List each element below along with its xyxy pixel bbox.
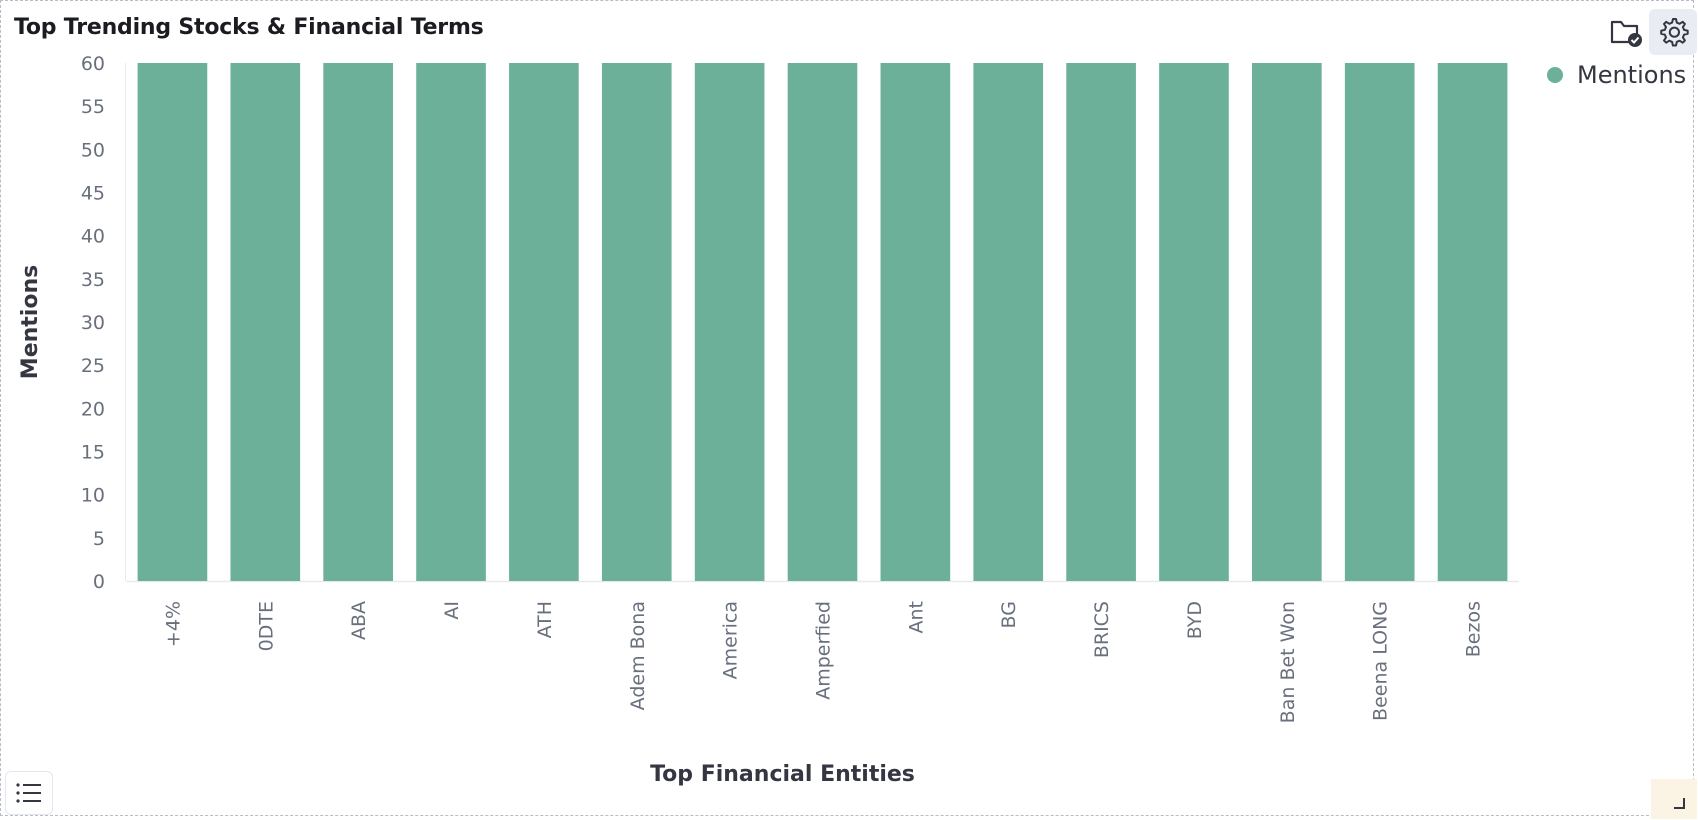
settings-button[interactable] — [1649, 9, 1697, 55]
bar[interactable] — [416, 63, 486, 581]
y-tick-label: 5 — [93, 528, 105, 550]
bar[interactable] — [137, 63, 208, 581]
bar[interactable] — [1437, 63, 1508, 581]
x-tick-label: Beena LONG — [1370, 601, 1392, 721]
bar[interactable] — [1344, 63, 1415, 581]
bar[interactable] — [323, 63, 393, 581]
y-tick-label: 40 — [81, 226, 105, 248]
bar[interactable] — [601, 63, 672, 581]
bar[interactable] — [1159, 63, 1229, 581]
list-icon — [16, 783, 41, 803]
folder-check-button[interactable] — [1605, 11, 1647, 53]
y-tick-label: 10 — [81, 485, 105, 507]
resize-corner-icon — [1674, 798, 1685, 809]
legend-swatch — [1547, 67, 1563, 83]
bar[interactable] — [880, 63, 951, 581]
y-tick-label: 50 — [81, 139, 105, 161]
x-tick-label: Adem Bona — [627, 601, 649, 710]
x-tick-label: BYD — [1184, 601, 1206, 639]
resize-handle[interactable] — [1651, 779, 1697, 819]
x-tick-label: America — [720, 601, 742, 679]
x-tick-label: Ant — [905, 601, 927, 634]
y-tick-label: 35 — [81, 269, 105, 291]
x-tick-label: BG — [998, 601, 1020, 628]
y-axis-title: Mentions — [18, 265, 43, 379]
x-tick-label: BRICS — [1091, 601, 1113, 658]
y-tick-label: 0 — [93, 571, 105, 593]
panel-title: Top Trending Stocks & Financial Terms — [14, 15, 484, 40]
folder-check-icon — [1610, 20, 1642, 47]
gear-icon — [1660, 18, 1689, 47]
bar[interactable] — [1066, 63, 1136, 581]
y-tick-label: 55 — [81, 96, 105, 118]
x-tick-label: Amperfied — [813, 601, 835, 700]
bar[interactable] — [694, 63, 765, 581]
x-tick-label: ABA — [348, 601, 370, 640]
x-tick-label: AI — [441, 601, 463, 620]
x-tick-label: ATH — [534, 601, 556, 638]
bar[interactable] — [230, 63, 301, 581]
y-tick-label: 25 — [81, 355, 105, 377]
y-tick-label: 15 — [81, 442, 105, 464]
bar[interactable] — [509, 63, 579, 581]
x-tick-label: 0DTE — [255, 601, 277, 651]
x-tick-label: +4% — [162, 601, 184, 647]
bar[interactable] — [1252, 63, 1322, 581]
y-tick-label: 30 — [81, 312, 105, 334]
bar[interactable] — [973, 63, 1044, 581]
legend-item-mentions[interactable]: Mentions — [1577, 61, 1687, 89]
x-axis-title: Top Financial Entities — [650, 762, 915, 787]
y-tick-label: 20 — [81, 398, 105, 420]
y-tick-label: 60 — [81, 53, 105, 75]
y-tick-label: 45 — [81, 183, 105, 205]
x-tick-label: Ban Bet Won — [1277, 601, 1299, 723]
legend-toggle-button[interactable] — [5, 771, 53, 815]
bar[interactable] — [787, 63, 858, 581]
bar-chart: 0 5 10 15 20 25 30 35 40 45 50 55 60 +4% 0DTE ABA AI ATH A… — [18, 53, 1519, 787]
x-tick-label: Bezos — [1463, 601, 1485, 657]
chart-legend: Mentions — [1547, 61, 1686, 89]
